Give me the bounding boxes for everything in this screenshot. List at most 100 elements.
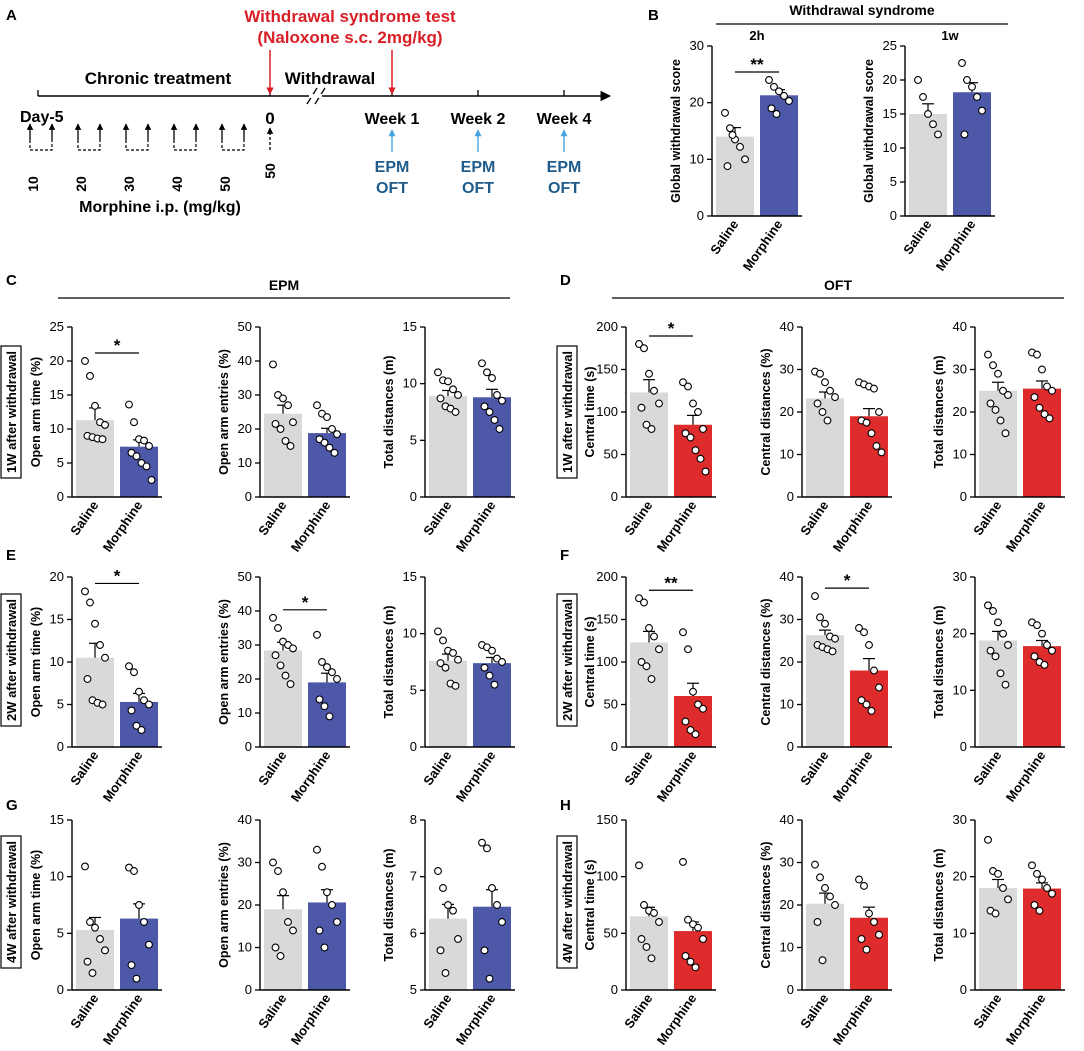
data-point	[640, 344, 648, 353]
data-point	[775, 87, 783, 96]
data-point	[325, 443, 334, 452]
data-point	[865, 909, 873, 918]
data-point	[451, 408, 460, 416]
data-point	[318, 658, 326, 666]
data-point	[81, 357, 89, 365]
y-tick-label: 0	[697, 208, 704, 223]
data-point	[320, 943, 329, 952]
data-point	[320, 438, 329, 447]
x-tick-label: Morphine	[740, 217, 786, 274]
data-point	[689, 687, 697, 696]
data-point	[694, 923, 702, 932]
chart-h-19: 0 10 20 30 40 Central distances (%) SalineMorp…	[759, 812, 892, 1048]
y-tick-label: 40	[780, 569, 794, 584]
y-tick-label: 30	[780, 612, 794, 627]
data-point	[284, 401, 292, 410]
data-point	[645, 369, 653, 378]
data-point	[269, 613, 277, 622]
data-point	[679, 857, 687, 866]
y-axis-label: Total distances (m)	[382, 356, 396, 469]
data-point	[1004, 641, 1012, 649]
injection-day-4: 40	[169, 123, 200, 192]
x-tick-label: Morphine	[288, 748, 334, 805]
dose-label: 20	[73, 176, 89, 192]
y-tick-label: 40	[238, 353, 252, 368]
data-point	[984, 601, 992, 610]
saline-bar	[264, 909, 302, 990]
x-tick-label: Morphine	[830, 498, 876, 555]
x-tick-label: Saline	[970, 498, 1004, 538]
data-point	[999, 884, 1007, 892]
x-tick-label: Saline	[420, 498, 454, 538]
data-point	[973, 93, 981, 101]
data-point	[145, 940, 153, 949]
data-point	[821, 619, 829, 628]
data-point	[444, 377, 452, 386]
data-point	[480, 402, 489, 411]
y-tick-label: 10	[780, 940, 794, 955]
chart-title: 1w	[941, 28, 959, 43]
injection-day-0: 50	[262, 127, 278, 179]
data-point	[1045, 414, 1054, 423]
data-point	[130, 418, 138, 427]
data-point	[495, 425, 504, 433]
data-point	[325, 712, 334, 721]
x-tick-label: Morphine	[288, 991, 334, 1046]
y-tick-label: 5	[410, 682, 417, 697]
data-point	[741, 155, 749, 164]
data-point	[441, 969, 450, 977]
data-point	[140, 436, 148, 445]
data-point	[870, 666, 878, 675]
y-tick-label: 0	[245, 489, 252, 504]
data-point	[862, 700, 871, 709]
row-label-4w-text: 4W after withdrawal	[560, 841, 575, 963]
data-point	[699, 425, 707, 433]
y-axis-label: Total distances (m)	[382, 606, 396, 719]
data-point	[140, 918, 148, 926]
injection-bracket	[221, 140, 245, 151]
epm-label-week1: EPM	[375, 159, 410, 176]
y-tick-label: 0	[410, 489, 417, 504]
data-point	[696, 454, 705, 463]
dose-label: 10	[25, 176, 41, 192]
y-tick-label: 40	[780, 319, 794, 334]
data-point	[1004, 895, 1012, 904]
morphine-dose-label: Morphine i.p. (mg/kg)	[79, 199, 241, 216]
data-point	[498, 918, 506, 926]
y-axis-label: Global withdrawal score	[862, 59, 876, 203]
y-tick-label: 10	[238, 705, 252, 720]
week2-label: Week 2	[451, 111, 506, 128]
y-tick-label: 0	[245, 982, 252, 997]
data-point	[478, 838, 486, 847]
dose-label: 30	[121, 176, 137, 192]
data-point	[91, 401, 99, 410]
data-point	[88, 969, 97, 977]
data-point	[313, 630, 321, 639]
data-point	[1030, 901, 1039, 909]
data-point	[637, 935, 646, 943]
data-point	[323, 663, 331, 672]
data-point	[449, 385, 457, 394]
data-point	[875, 930, 883, 939]
y-tick-label: 10	[953, 682, 967, 697]
data-point	[271, 943, 280, 952]
data-point	[686, 433, 695, 442]
significance-label: *	[844, 571, 851, 590]
y-tick-label: 30	[238, 855, 252, 870]
y-axis-label: Open arm time (%)	[29, 357, 43, 467]
data-point	[679, 628, 687, 637]
data-point	[860, 881, 868, 890]
y-tick-label: 50	[604, 925, 618, 940]
y-tick-label: 50	[604, 447, 618, 462]
data-point	[313, 401, 321, 410]
data-point	[101, 420, 109, 429]
data-point	[1040, 660, 1049, 669]
dose-label: 50	[217, 176, 233, 192]
y-axis-label: Central distances (%)	[759, 598, 773, 725]
day-minus5-label: Day-5	[20, 109, 64, 126]
y-tick-label: 50	[238, 319, 252, 334]
y-axis-label: Total distances (m)	[382, 849, 396, 962]
data-point	[451, 681, 460, 690]
y-axis-label: Central time (s)	[583, 367, 597, 458]
